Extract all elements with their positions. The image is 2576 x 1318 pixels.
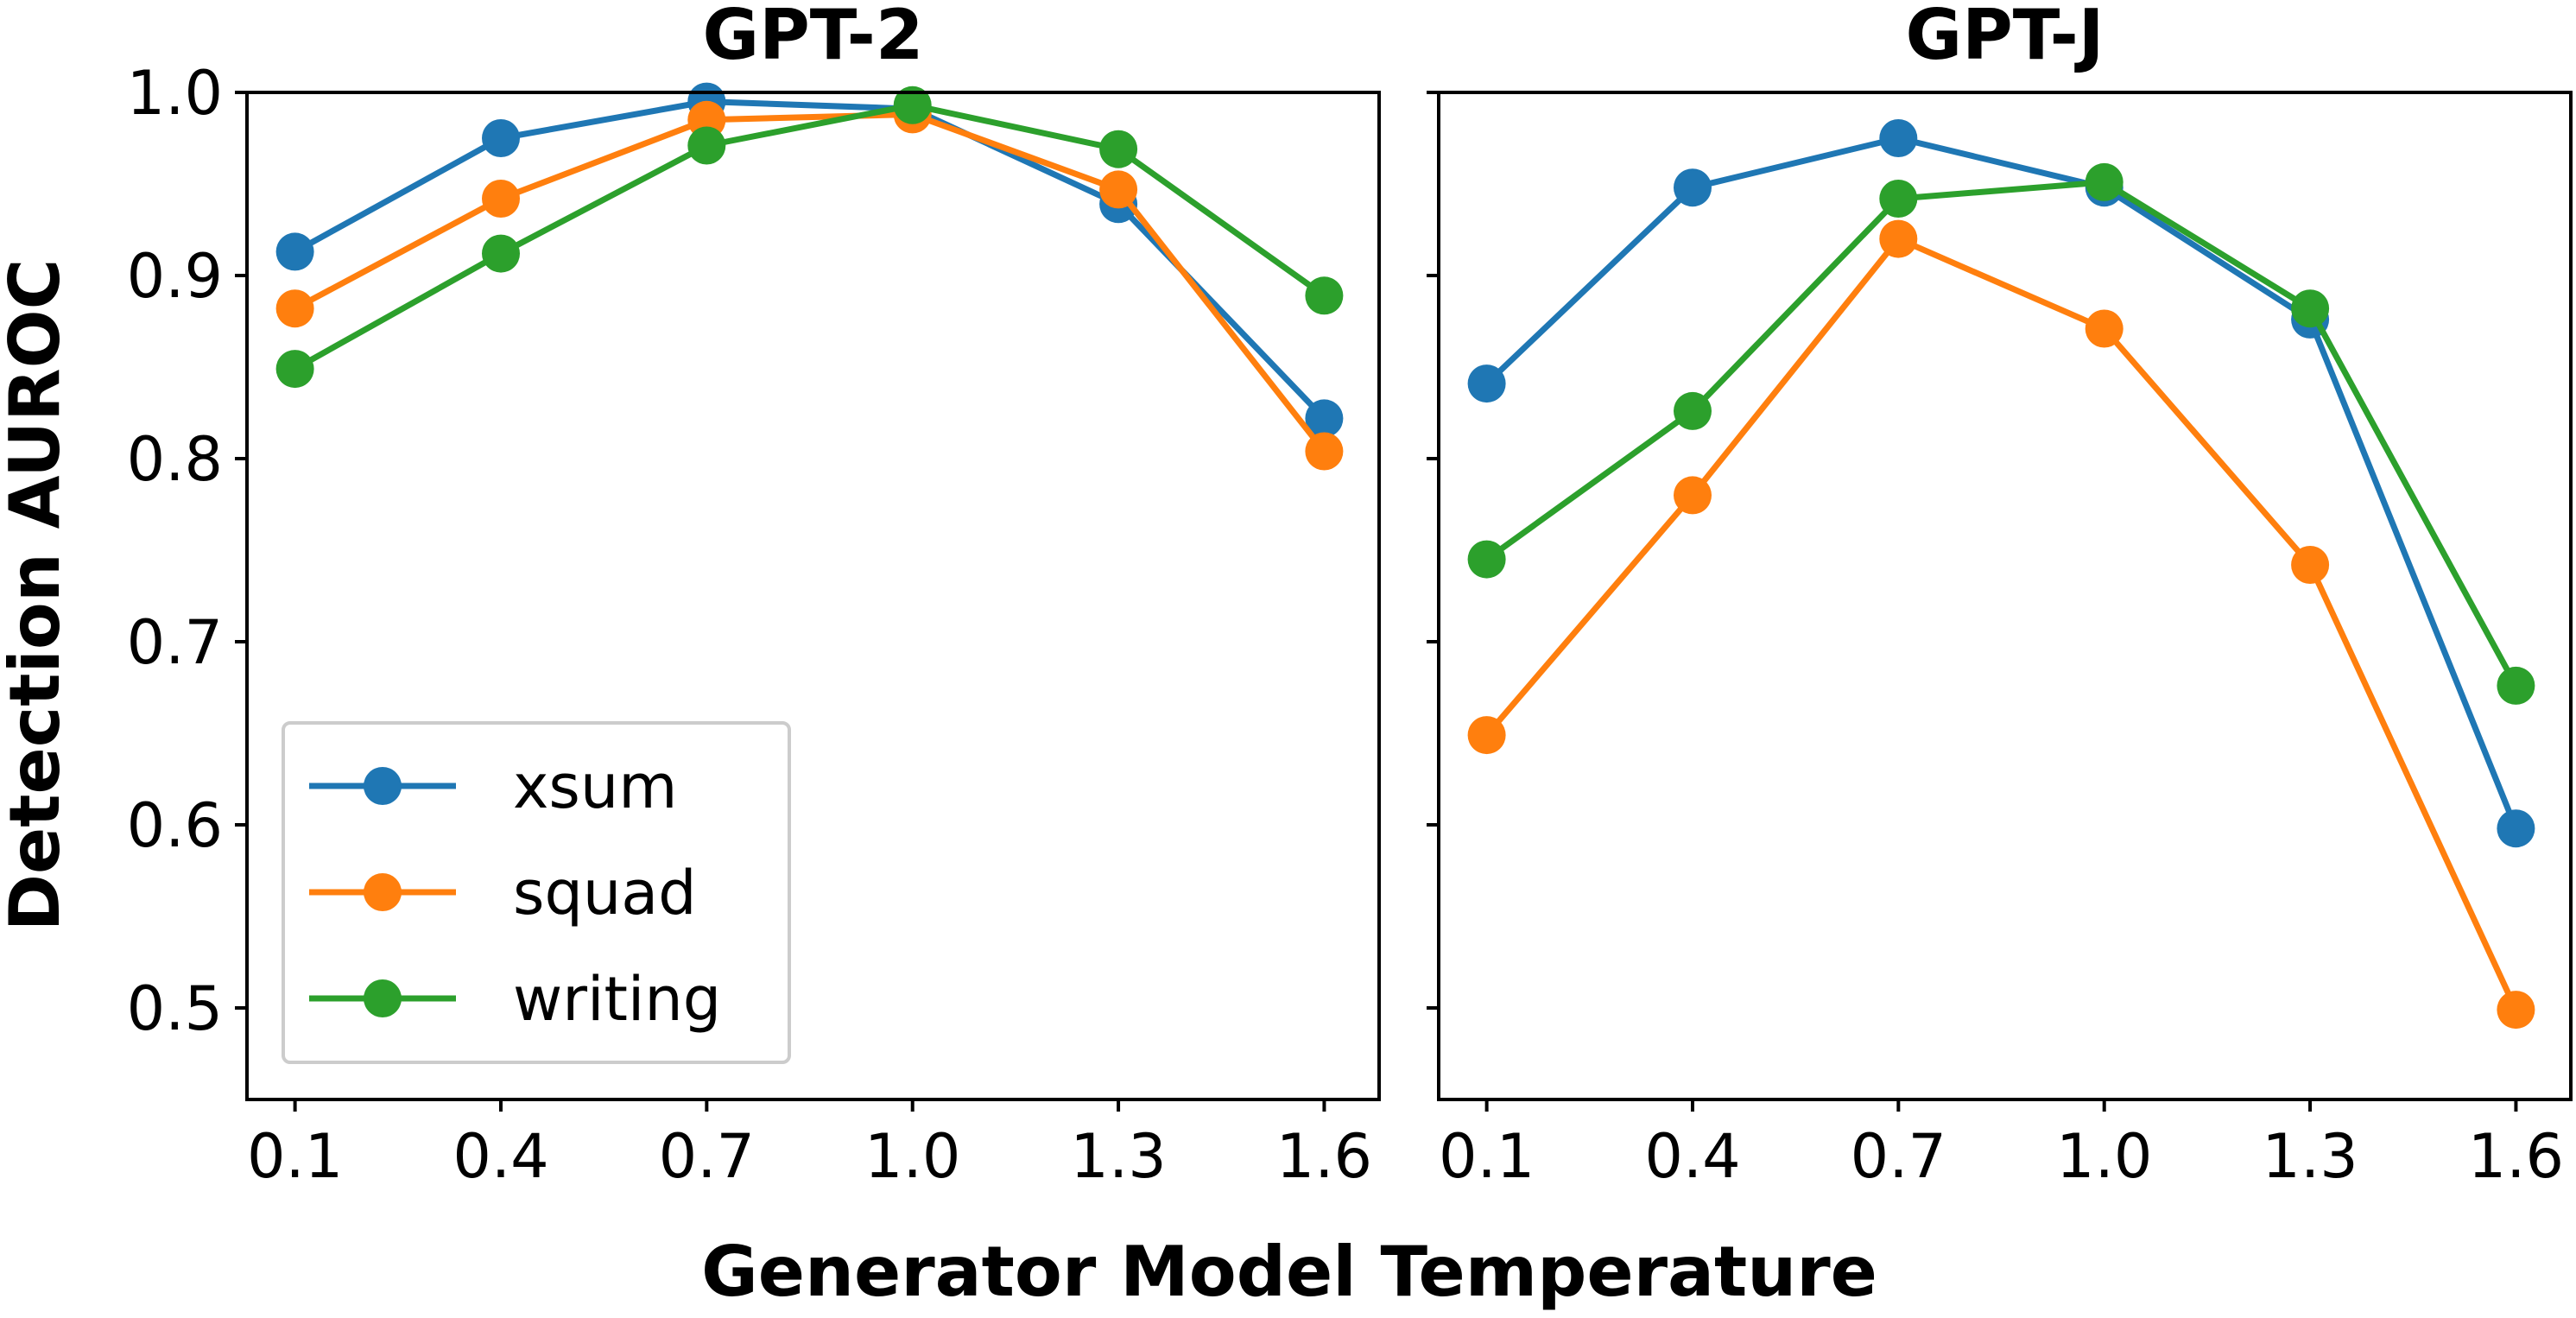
legend-marker-squad: [364, 873, 402, 911]
data-point-xsum: [1879, 119, 1918, 157]
data-point-writing: [482, 234, 520, 273]
data-point-xsum: [482, 119, 520, 157]
data-point-squad: [2497, 991, 2535, 1030]
legend-label-xsum: xsum: [513, 751, 677, 822]
data-point-xsum: [1674, 168, 1712, 207]
series-line-xsum: [293, 98, 1326, 421]
data-point-squad: [1674, 476, 1712, 515]
y-axis-label: Detection AUROC: [0, 259, 75, 932]
x-tick-label: 1.6: [1276, 1121, 1372, 1192]
data-point-xsum: [275, 232, 314, 271]
x-tick-label: 0.4: [453, 1121, 548, 1192]
data-point-writing: [2497, 666, 2535, 705]
data-point-writing: [1467, 540, 1506, 579]
x-tick-label: 1.0: [2056, 1121, 2152, 1192]
legend: xsum squad writing: [282, 721, 791, 1064]
x-tick-label: 1.3: [1070, 1121, 1166, 1192]
data-point-squad: [2291, 546, 2330, 584]
x-tick-label: 0.4: [1644, 1121, 1740, 1192]
data-point-writing: [2291, 289, 2330, 328]
x-tick-label: 0.7: [1851, 1121, 1946, 1192]
data-point-writing: [1099, 130, 1138, 168]
data-point-xsum: [1467, 364, 1506, 403]
y-tick-label: 0.8: [127, 424, 223, 495]
legend-label-writing: writing: [513, 964, 721, 1035]
data-point-writing: [1879, 180, 1918, 218]
panel-gptj: GPT-J 0.1 0.4 0.7 1.0 1.3 1.6: [1427, 0, 2573, 1192]
data-point-squad: [2085, 309, 2123, 348]
plot-frame: [1437, 91, 2573, 1101]
y-tick-label: 1.0: [127, 58, 223, 129]
series-line-xsum: [1484, 135, 2519, 830]
data-point-squad: [1879, 219, 1918, 258]
data-point-writing: [893, 86, 932, 124]
data-point-xsum: [1305, 399, 1344, 438]
x-tick-label: 0.1: [1439, 1121, 1535, 1192]
data-point-writing: [2085, 162, 2123, 201]
legend-marker-writing: [364, 979, 402, 1017]
panel-gpt2: GPT-2 0.1 0.4 0.7 1.0 1.3 1.6 0.5 0.6 0.7 0.8 0.9 1.…: [127, 0, 1381, 1192]
data-point-writing: [1305, 276, 1344, 315]
x-tick-label: 1.6: [2468, 1121, 2564, 1192]
x-tick-label: 1.0: [864, 1121, 960, 1192]
plot-frame: [245, 91, 1381, 1101]
legend-label-squad: squad: [513, 858, 697, 928]
data-point-squad: [1099, 170, 1138, 209]
data-point-squad: [1467, 716, 1506, 755]
y-tick-label: 0.7: [127, 607, 223, 678]
series-line-writing: [293, 102, 1326, 372]
legend-marker-xsum: [364, 767, 402, 805]
legend-box: [282, 721, 791, 1064]
data-point-writing: [1674, 391, 1712, 430]
data-point-writing: [687, 126, 726, 165]
panel-title: GPT-J: [1905, 0, 2104, 75]
y-tick-label: 0.6: [127, 790, 223, 861]
series-line-squad: [1484, 236, 2519, 1011]
data-point-squad: [1305, 432, 1344, 471]
data-point-squad: [482, 180, 520, 218]
panel-title: GPT-2: [703, 0, 924, 75]
data-point-squad: [275, 289, 314, 328]
x-tick-label: 1.3: [2262, 1121, 2358, 1192]
data-point-xsum: [2497, 809, 2535, 848]
x-axis-label: Generator Model Temperature: [701, 1232, 1877, 1312]
x-tick-label: 0.1: [247, 1121, 343, 1192]
series-line-squad: [293, 111, 1327, 453]
data-point-writing: [275, 350, 314, 389]
y-tick-label: 0.5: [127, 973, 223, 1044]
series-line-writing: [1484, 179, 2519, 688]
x-tick-label: 0.7: [659, 1121, 755, 1192]
y-tick-label: 0.9: [127, 241, 223, 312]
